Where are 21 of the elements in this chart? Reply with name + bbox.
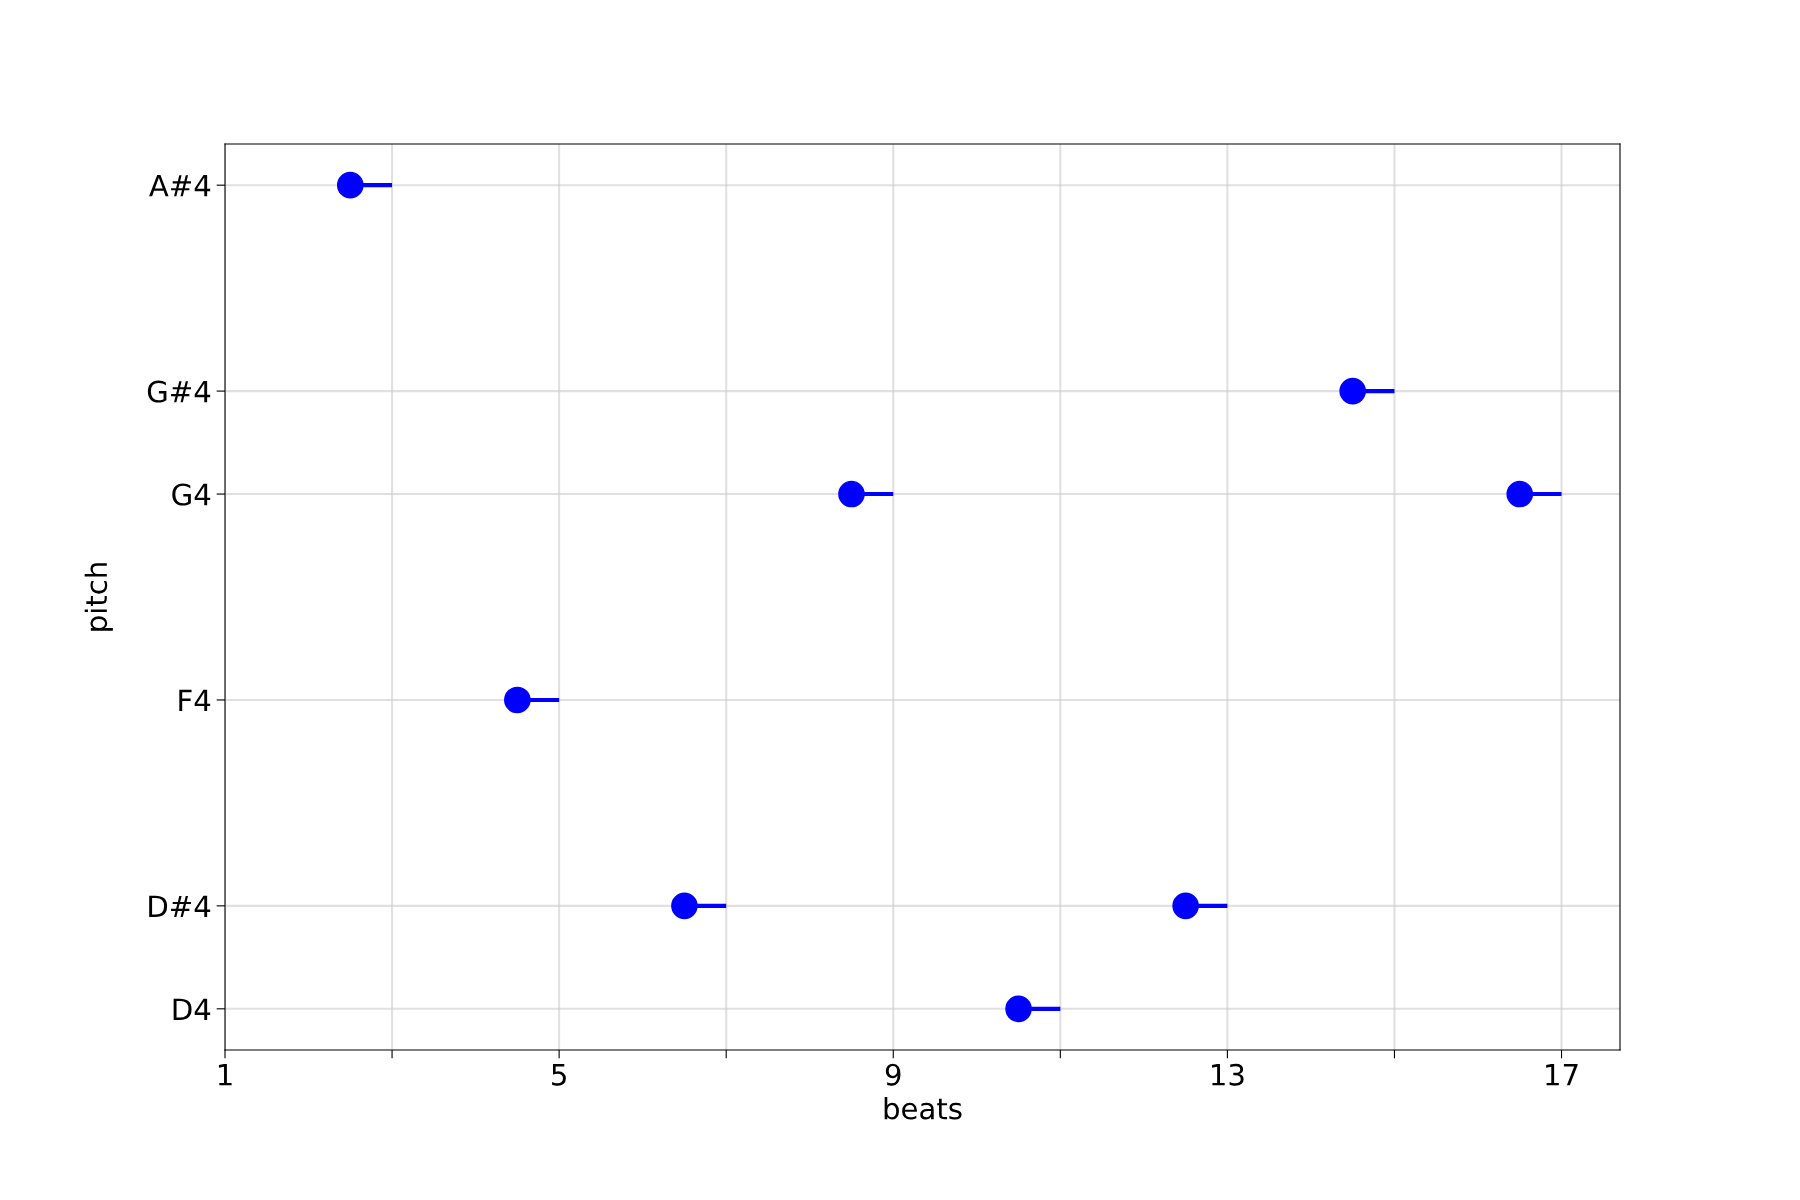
point <box>838 480 865 508</box>
y-tick-label: A#4 <box>149 175 211 197</box>
y-tick-label: F4 <box>179 689 211 712</box>
x-tick-label: 9 <box>885 1063 901 1086</box>
x-tick-label: 5 <box>552 1064 566 1086</box>
x-axis-title: beats <box>884 1096 962 1120</box>
point <box>1172 892 1199 920</box>
point <box>504 686 531 714</box>
y-tick-label: G4 <box>172 483 211 506</box>
x-tick-label: 1 <box>218 1064 232 1086</box>
point <box>1005 995 1032 1023</box>
point <box>336 171 364 199</box>
x-tick-label: 13 <box>1212 1063 1244 1086</box>
y-axis-title: pitch <box>84 563 113 631</box>
point <box>1339 377 1367 405</box>
y-tick-label: D#4 <box>149 895 211 917</box>
x-tick-label: 17 <box>1546 1064 1578 1086</box>
y-tick-label: D4 <box>173 998 211 1020</box>
y-tick-label: G#4 <box>147 380 211 403</box>
point <box>671 892 698 920</box>
point <box>1506 480 1534 508</box>
